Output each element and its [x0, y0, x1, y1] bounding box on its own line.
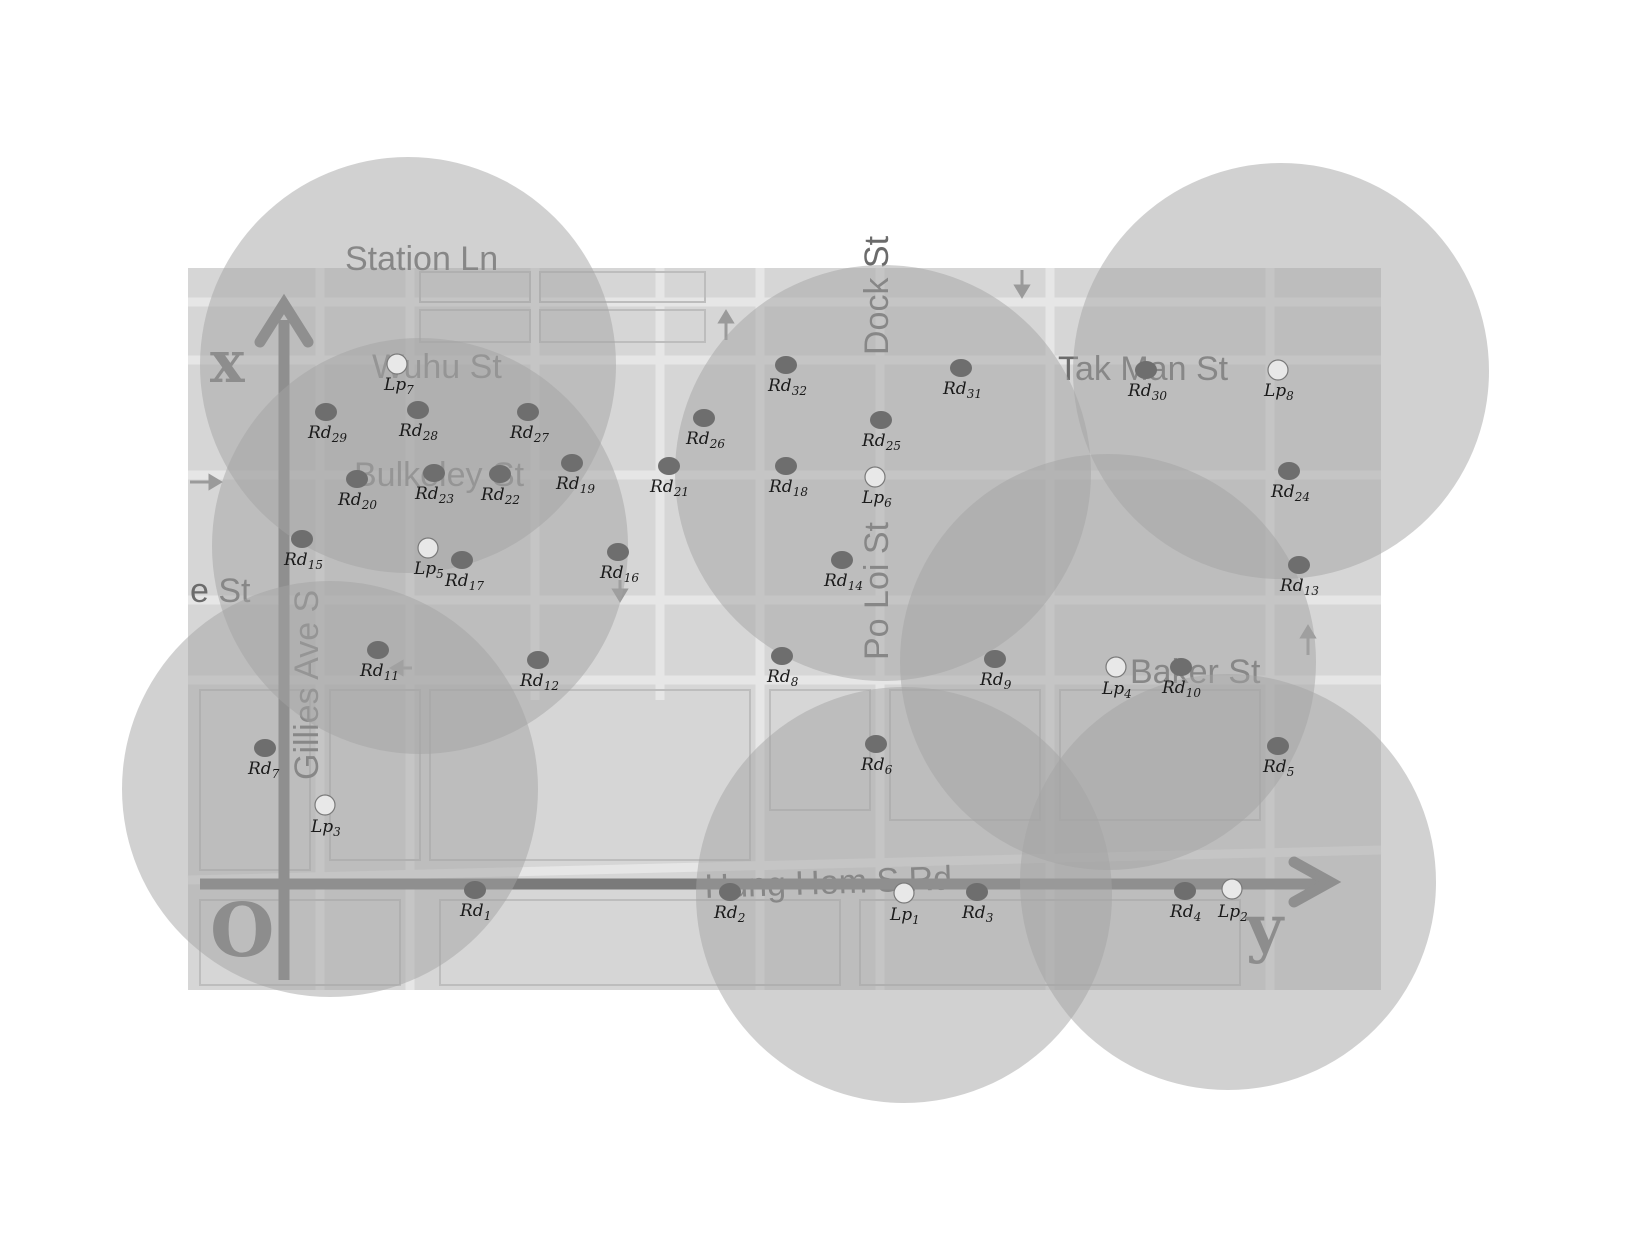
lamp-posts — [314, 353, 1289, 904]
lamp-post-lp6 — [864, 466, 886, 488]
road-node-rd25 — [870, 411, 892, 429]
road-node-label: Rd4 — [1169, 902, 1201, 924]
road-nodes — [254, 356, 1310, 901]
road-node-label: Rd30 — [1127, 381, 1167, 403]
road-node-label: Rd23 — [414, 484, 454, 506]
road-node-label: Rd16 — [599, 563, 639, 585]
road-node-label: Rd25 — [861, 431, 901, 453]
road-node-label: Rd8 — [766, 667, 799, 689]
road-node-labels: Rd1 Rd2 Rd3 Rd4 Rd5 Rd6 Rd7 Rd8 Rd9 Rd10… — [247, 376, 1319, 925]
road-node-rd1 — [464, 881, 486, 899]
road-node-rd22 — [489, 465, 511, 483]
road-node-rd3 — [966, 883, 988, 901]
lamp-post-label: Lp6 — [861, 488, 892, 510]
road-node-rd2 — [719, 883, 741, 901]
road-node-label: Rd3 — [961, 903, 994, 925]
lamp-post-lp1 — [893, 882, 915, 904]
coverage-circles — [122, 157, 1489, 1103]
road-node-label: Rd17 — [444, 571, 484, 593]
road-node-rd15 — [291, 530, 313, 548]
road-node-rd24 — [1278, 462, 1300, 480]
lamp-post-lp3 — [314, 794, 336, 816]
road-node-label: Rd5 — [1262, 757, 1294, 779]
road-node-label: Rd11 — [359, 661, 399, 683]
road-node-label: Rd15 — [283, 550, 323, 572]
road-node-rd6 — [865, 735, 887, 753]
lamp-post-label: Lp8 — [1263, 381, 1294, 403]
road-node-rd19 — [561, 454, 583, 472]
road-node-rd5 — [1267, 737, 1289, 755]
road-node-rd29 — [315, 403, 337, 421]
lamp-post-lp8 — [1267, 359, 1289, 381]
road-node-label: Rd10 — [1161, 678, 1201, 700]
lamp-post-lp4 — [1105, 656, 1127, 678]
road-node-label: Rd27 — [509, 423, 549, 445]
road-node-rd11 — [367, 641, 389, 659]
road-node-rd10 — [1170, 658, 1192, 676]
road-node-rd23 — [423, 464, 445, 482]
road-node-rd9 — [984, 650, 1006, 668]
road-node-rd14 — [831, 551, 853, 569]
road-node-rd20 — [346, 470, 368, 488]
lamp-post-label: Lp2 — [1217, 902, 1248, 924]
road-node-rd26 — [693, 409, 715, 427]
road-node-rd28 — [407, 401, 429, 419]
road-node-rd12 — [527, 651, 549, 669]
road-node-label: Rd31 — [942, 379, 982, 401]
road-node-rd17 — [451, 551, 473, 569]
lamp-post-lp2 — [1221, 878, 1243, 900]
road-node-label: Rd20 — [337, 490, 377, 512]
road-node-label: Rd14 — [823, 571, 863, 593]
road-node-rd32 — [775, 356, 797, 374]
road-node-label: Rd13 — [1279, 576, 1319, 598]
lamp-post-label: Lp5 — [413, 559, 444, 581]
road-node-label: Rd12 — [519, 671, 559, 693]
lamp-post-label: Lp4 — [1101, 679, 1132, 701]
road-node-label: Rd24 — [1270, 482, 1310, 504]
road-node-rd8 — [771, 647, 793, 665]
lamp-post-labels: Lp1 Lp2 Lp3 Lp4 Lp5 Lp6 Lp7 Lp8 — [310, 375, 1294, 927]
road-node-rd4 — [1174, 882, 1196, 900]
road-node-label: Rd29 — [307, 423, 347, 445]
road-node-rd13 — [1288, 556, 1310, 574]
road-node-label: Rd28 — [398, 421, 438, 443]
road-node-label: Rd19 — [555, 474, 595, 496]
lamp-post-lp5 — [417, 537, 439, 559]
road-node-rd31 — [950, 359, 972, 377]
lamp-post-label: Lp1 — [889, 905, 920, 927]
road-node-label: Rd18 — [768, 477, 808, 499]
lamp-post-label: Lp3 — [310, 817, 341, 839]
road-node-label: Rd2 — [713, 903, 745, 925]
road-node-rd21 — [658, 457, 680, 475]
lamp-post-label: Lp7 — [383, 375, 414, 397]
road-node-rd27 — [517, 403, 539, 421]
road-node-label: Rd6 — [860, 755, 893, 777]
road-node-label: Rd7 — [247, 759, 280, 781]
road-node-rd30 — [1135, 361, 1157, 379]
road-node-rd18 — [775, 457, 797, 475]
road-node-label: Rd9 — [979, 670, 1012, 692]
road-node-label: Rd21 — [649, 477, 689, 499]
coverage-circle — [122, 581, 538, 997]
road-node-rd16 — [607, 543, 629, 561]
road-node-label: Rd1 — [459, 901, 491, 923]
lamp-post-lp7 — [386, 353, 408, 375]
road-node-rd7 — [254, 739, 276, 757]
road-node-label: Rd26 — [685, 429, 725, 451]
road-node-label: Rd22 — [480, 485, 520, 507]
road-node-label: Rd32 — [767, 376, 807, 398]
